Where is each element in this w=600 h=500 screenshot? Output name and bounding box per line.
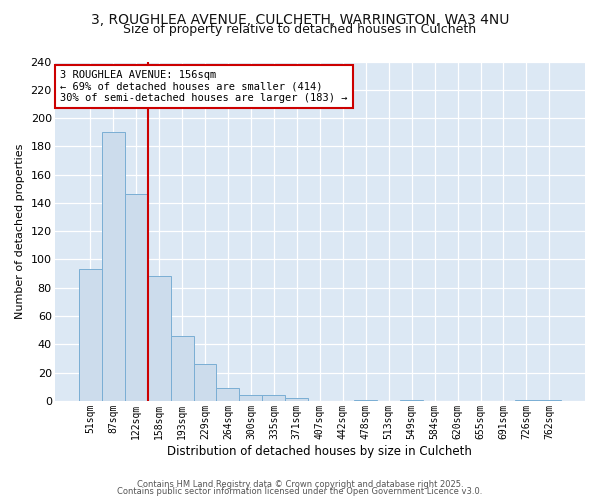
- Bar: [194, 364, 217, 401]
- Text: 3, ROUGHLEA AVENUE, CULCHETH, WARRINGTON, WA3 4NU: 3, ROUGHLEA AVENUE, CULCHETH, WARRINGTON…: [91, 12, 509, 26]
- Text: 3 ROUGHLEA AVENUE: 156sqm
← 69% of detached houses are smaller (414)
30% of semi: 3 ROUGHLEA AVENUE: 156sqm ← 69% of detac…: [60, 70, 347, 103]
- Bar: [262, 396, 286, 401]
- Bar: [239, 396, 262, 401]
- Bar: [515, 400, 538, 401]
- Text: Contains HM Land Registry data © Crown copyright and database right 2025.: Contains HM Land Registry data © Crown c…: [137, 480, 463, 489]
- Bar: [170, 336, 194, 401]
- Bar: [217, 388, 239, 401]
- Bar: [148, 276, 170, 401]
- Bar: [354, 400, 377, 401]
- Bar: [101, 132, 125, 401]
- Bar: [538, 400, 561, 401]
- Text: Contains public sector information licensed under the Open Government Licence v3: Contains public sector information licen…: [118, 487, 482, 496]
- X-axis label: Distribution of detached houses by size in Culcheth: Distribution of detached houses by size …: [167, 444, 472, 458]
- Bar: [400, 400, 423, 401]
- Bar: [125, 194, 148, 401]
- Bar: [79, 270, 101, 401]
- Text: Size of property relative to detached houses in Culcheth: Size of property relative to detached ho…: [124, 22, 476, 36]
- Bar: [286, 398, 308, 401]
- Y-axis label: Number of detached properties: Number of detached properties: [15, 144, 25, 319]
